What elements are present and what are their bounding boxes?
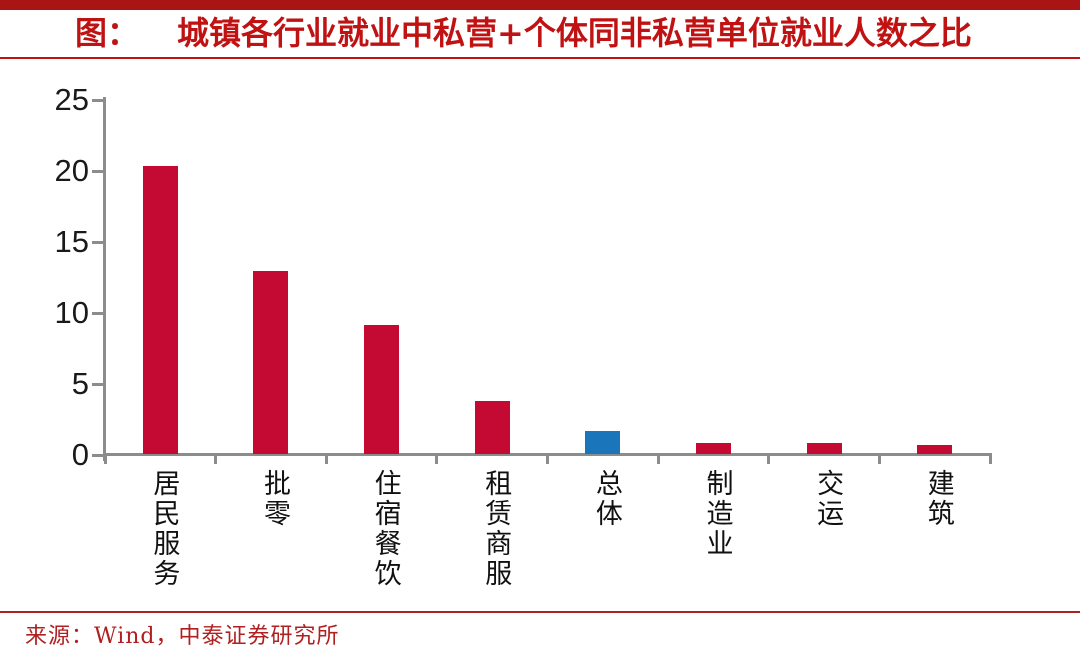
footer-divider-line xyxy=(0,611,1080,613)
x-category-label: 居民服务 xyxy=(148,469,180,589)
y-axis-tick xyxy=(92,98,104,102)
x-category-label: 住宿餐饮 xyxy=(369,469,401,589)
y-axis-tick xyxy=(92,453,104,457)
top-accent-bar xyxy=(0,0,1080,10)
x-category-label: 租赁商服 xyxy=(480,469,512,589)
bar-总体 xyxy=(585,431,621,454)
x-axis-tick xyxy=(103,456,107,464)
bar-建筑 xyxy=(917,445,953,454)
x-axis-tick xyxy=(877,456,881,464)
y-axis-tick xyxy=(92,240,104,244)
bar-批零 xyxy=(253,271,289,454)
chart-title-tag: 图： xyxy=(75,14,140,52)
y-tick-label: 15 xyxy=(54,224,89,259)
x-axis-tick xyxy=(546,456,549,464)
source-text: 来源：Wind，中泰证券研究所 xyxy=(25,624,340,649)
bar-住宿餐饮 xyxy=(364,325,400,454)
x-axis-tick xyxy=(324,456,328,464)
title-divider-line xyxy=(0,57,1080,59)
y-axis-line xyxy=(103,97,106,461)
y-axis-tick xyxy=(92,382,104,386)
bar-制造业 xyxy=(695,443,731,454)
y-tick-label: 20 xyxy=(54,153,89,188)
x-category-label: 建筑 xyxy=(922,469,954,529)
x-axis-tick xyxy=(435,456,439,464)
bar-交运 xyxy=(806,443,842,454)
y-tick-label: 5 xyxy=(71,366,89,401)
x-axis-tick xyxy=(767,456,771,464)
y-tick-label: 0 xyxy=(71,437,89,472)
bar-居民服务 xyxy=(142,166,178,454)
chart-title: 城镇各行业就业中私营+个体同非私营单位就业人数之比 xyxy=(177,14,972,52)
y-tick-label: 25 xyxy=(54,82,89,117)
x-axis-tick xyxy=(656,456,660,464)
y-axis-tick xyxy=(92,169,104,173)
x-category-label: 制造业 xyxy=(701,469,733,559)
x-category-label: 总体 xyxy=(590,469,622,529)
y-tick-label: 10 xyxy=(54,295,89,330)
x-category-label: 交运 xyxy=(812,469,844,529)
y-axis-tick xyxy=(92,311,104,315)
chart-title-row: 图： 城镇各行业就业中私营+个体同非私营单位就业人数之比 xyxy=(75,13,1065,53)
x-axis-tick xyxy=(214,456,218,464)
x-axis-line xyxy=(103,453,992,456)
x-category-label: 批零 xyxy=(258,469,290,529)
bar-租赁商服 xyxy=(474,401,510,454)
x-axis-tick xyxy=(988,456,992,464)
